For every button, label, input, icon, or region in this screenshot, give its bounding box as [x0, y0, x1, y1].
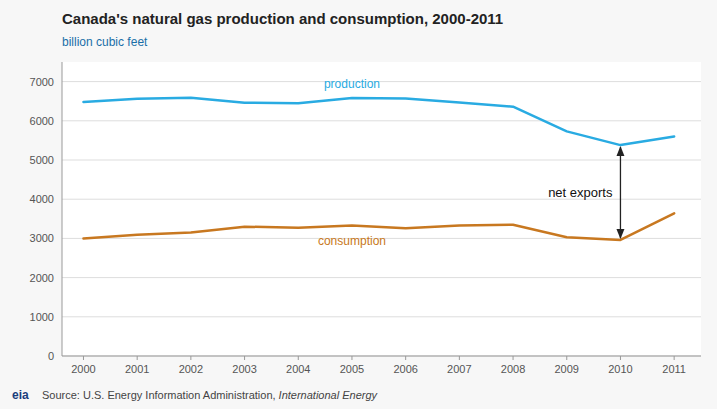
- annotation-label: net exports: [548, 185, 613, 200]
- grid-line: [62, 277, 701, 278]
- x-tick: [674, 356, 675, 360]
- x-tick: [190, 356, 191, 360]
- series-label: consumption: [318, 234, 386, 248]
- x-tick: [566, 356, 567, 360]
- grid-line: [62, 316, 701, 317]
- line-0: [83, 98, 674, 145]
- x-tick: [137, 356, 138, 360]
- x-tick-label: 2011: [662, 363, 686, 375]
- x-tick: [298, 356, 299, 360]
- y-tick-label: 6000: [30, 115, 54, 127]
- annotation-arrow: [620, 147, 621, 238]
- x-tick-label: 2010: [608, 363, 632, 375]
- y-tick-label: 0: [48, 350, 54, 362]
- chart-container: Canada's natural gas production and cons…: [0, 0, 717, 409]
- x-tick: [83, 356, 84, 360]
- x-tick-label: 2005: [340, 363, 364, 375]
- chart: Canada's natural gas production and cons…: [0, 0, 717, 409]
- y-tick-label: 3000: [30, 232, 54, 244]
- x-axis-line: [62, 356, 701, 357]
- x-tick: [244, 356, 245, 360]
- source-note: Source: U.S. Energy Information Administ…: [42, 389, 379, 401]
- y-axis-line: [62, 62, 63, 356]
- y-axis-label: billion cubic feet: [62, 35, 148, 49]
- x-tick: [513, 356, 514, 360]
- plot-background: [62, 62, 701, 356]
- x-tick: [405, 356, 406, 360]
- grid-line: [62, 160, 701, 161]
- source-text: Source: U.S. Energy Information Administ…: [42, 389, 279, 401]
- x-tick-label: 2008: [501, 363, 525, 375]
- x-tick-label: 2000: [71, 363, 95, 375]
- series-label: production: [324, 77, 380, 91]
- x-tick-label: 2003: [232, 363, 256, 375]
- x-tick-label: 2006: [393, 363, 417, 375]
- grid-line: [62, 81, 701, 82]
- y-tick-label: 1000: [30, 311, 54, 323]
- x-tick: [351, 356, 352, 360]
- y-tick-label: 5000: [30, 154, 54, 166]
- x-tick-label: 2009: [555, 363, 579, 375]
- logo: eia: [12, 388, 29, 402]
- source-italic: International Energy: [279, 389, 379, 401]
- title: Canada's natural gas production and cons…: [62, 10, 503, 27]
- x-tick-label: 2004: [286, 363, 310, 375]
- x-tick: [620, 356, 621, 360]
- x-tick-label: 2002: [179, 363, 203, 375]
- y-tick-label: 7000: [30, 76, 54, 88]
- x-tick-label: 2001: [125, 363, 149, 375]
- x-tick: [459, 356, 460, 360]
- y-tick-label: 4000: [30, 193, 54, 205]
- series-group: [83, 98, 674, 240]
- y-tick-label: 2000: [30, 272, 54, 284]
- x-tick-label: 2007: [447, 363, 471, 375]
- grid-line: [62, 356, 701, 357]
- grid-line: [62, 120, 701, 121]
